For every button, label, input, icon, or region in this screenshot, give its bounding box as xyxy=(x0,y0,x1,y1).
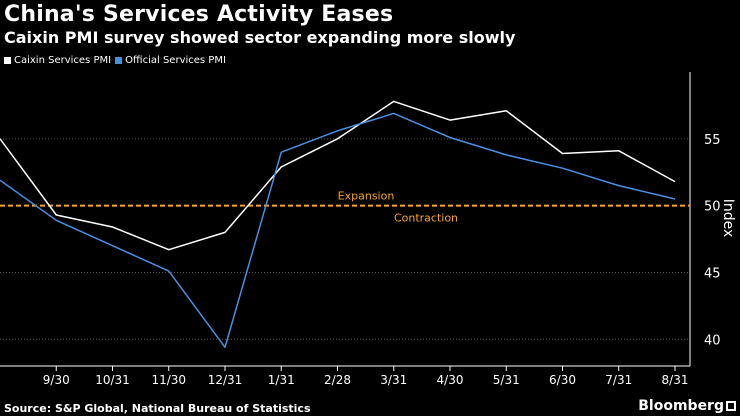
brand-logo: Bloomberg xyxy=(638,398,724,414)
legend-label-caixin: Caixin Services PMI xyxy=(14,55,112,66)
legend-item-official: Official Services PMI xyxy=(115,55,226,66)
y-tick-label-55: 55 xyxy=(704,133,721,148)
x-tick-label: 9/30 xyxy=(43,373,70,387)
x-tick-label: 7/31 xyxy=(605,373,632,387)
x-tick-label: 4/30 xyxy=(437,373,464,387)
x-tick-label: 12/31 xyxy=(208,373,243,387)
y-tick-label-40: 40 xyxy=(704,333,721,348)
series-line-official xyxy=(0,112,676,349)
y-tick-label-50: 50 xyxy=(704,200,721,215)
x-tick-label: 2/28 xyxy=(324,373,351,387)
chart-subtitle: Caixin PMI survey showed sector expandin… xyxy=(4,28,516,47)
x-tick-label: 1/31 xyxy=(268,373,295,387)
x-tick-label: 5/31 xyxy=(493,373,520,387)
legend: Caixin Services PMI Official Services PM… xyxy=(4,55,230,66)
x-tick-label: 8/31 xyxy=(662,373,689,387)
legend-label-official: Official Services PMI xyxy=(125,55,226,66)
x-tick-label: 11/30 xyxy=(151,373,186,387)
x-tick-label: 10/31 xyxy=(95,373,130,387)
chart-title: China's Services Activity Eases xyxy=(4,2,394,27)
reference-label-expansion: Expansion xyxy=(338,190,395,203)
x-tick-label: 3/31 xyxy=(380,373,407,387)
reference-label-contraction: Contraction xyxy=(394,212,458,225)
x-tick-label: 6/30 xyxy=(549,373,576,387)
legend-item-caixin: Caixin Services PMI xyxy=(4,55,111,66)
legend-swatch-official xyxy=(115,57,123,64)
bloomberg-icon xyxy=(726,401,736,411)
legend-swatch-caixin xyxy=(4,57,11,64)
series-line-caixin xyxy=(0,100,676,251)
y-tick-label-45: 45 xyxy=(704,266,721,281)
y-axis-label: Index xyxy=(720,199,736,238)
source-note: Source: S&P Global, National Bureau of S… xyxy=(4,402,311,415)
